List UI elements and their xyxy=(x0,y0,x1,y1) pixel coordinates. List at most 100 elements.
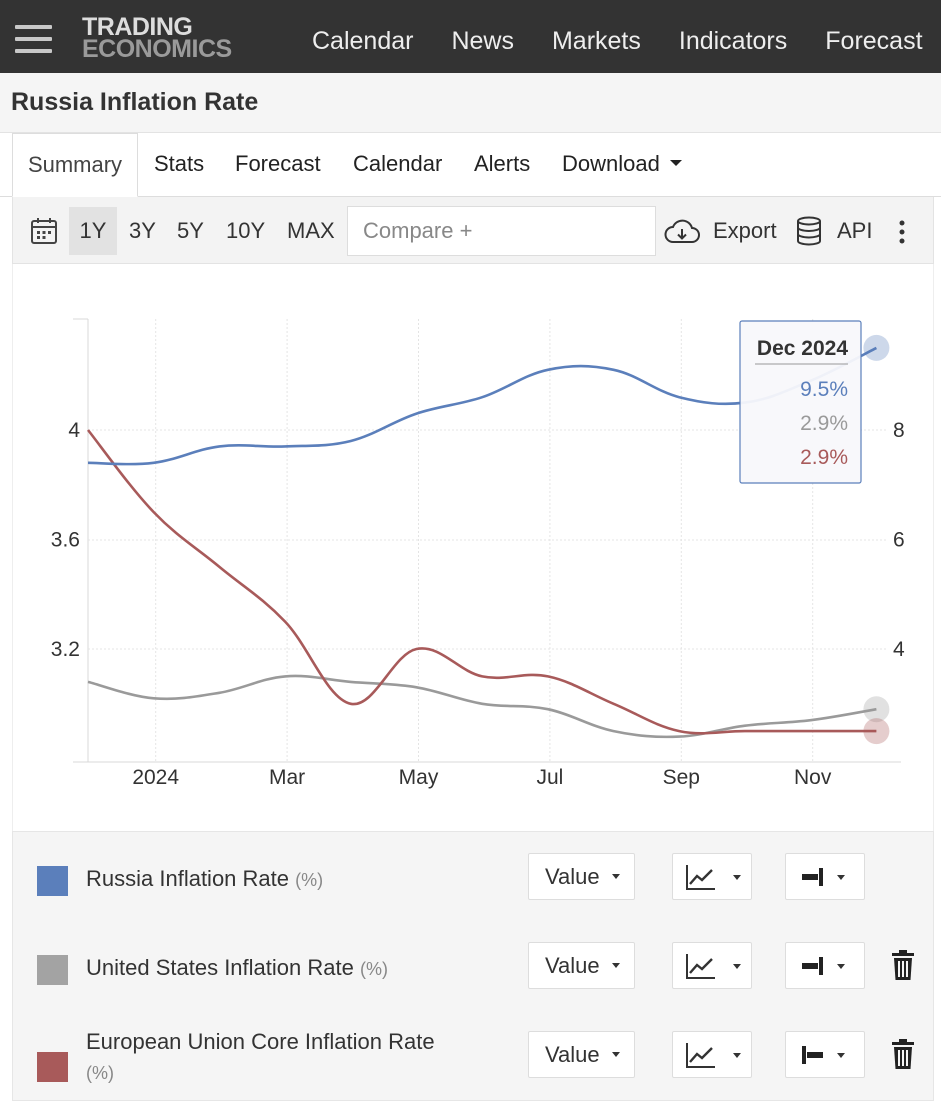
value-dropdown-label: Value xyxy=(545,864,600,889)
right-axis-icon xyxy=(802,868,823,886)
x-tick-label: Mar xyxy=(269,766,305,789)
series-marker-0 xyxy=(863,334,890,361)
api-button[interactable]: API xyxy=(837,218,873,243)
legend-series-name: Russia Inflation Rate (%) xyxy=(86,864,323,895)
legend-series-name: European Union Core Inflation Rate (%) xyxy=(86,1027,435,1088)
chevron-down-icon xyxy=(837,964,845,969)
value-dropdown[interactable]: Value xyxy=(528,853,635,900)
series-marker-1 xyxy=(863,696,890,723)
legend-name-text: European Union Core Inflation Rate xyxy=(86,1029,435,1054)
axis-dropdown[interactable] xyxy=(785,942,865,989)
axis-dropdown[interactable] xyxy=(785,853,865,900)
left-tick-label: 4 xyxy=(68,419,80,442)
chevron-down-icon xyxy=(733,1053,741,1058)
range-10y-button[interactable]: 10Y xyxy=(226,218,266,243)
nav-markets[interactable]: Markets xyxy=(551,27,641,55)
tab-bar: Summary Stats Forecast Calendar Alerts D… xyxy=(0,133,941,197)
tab-stats-label: Stats xyxy=(154,151,205,176)
chevron-down-icon xyxy=(837,875,845,880)
left-tick-label: 3.2 xyxy=(51,638,80,661)
chart-type-dropdown[interactable] xyxy=(672,1031,752,1078)
tooltip-value: 2.9% xyxy=(800,446,848,469)
legend-name-text: Russia Inflation Rate xyxy=(86,866,289,891)
x-tick-label: Sep xyxy=(663,766,700,789)
axis-dropdown[interactable] xyxy=(785,1031,865,1078)
value-dropdown[interactable]: Value xyxy=(528,942,635,989)
tab-forecast-label: Forecast xyxy=(235,151,321,176)
export-button[interactable]: Export xyxy=(713,218,777,243)
range-max-button[interactable]: MAX xyxy=(287,218,335,243)
main-nav: Calendar News Markets Indicators Forecast xyxy=(312,0,941,73)
value-dropdown[interactable]: Value xyxy=(528,1031,635,1078)
chevron-down-icon xyxy=(611,1051,620,1057)
compare-input[interactable]: Compare + xyxy=(347,206,656,256)
tooltip-value: 2.9% xyxy=(800,412,848,435)
chevron-down-icon xyxy=(837,1053,845,1058)
tab-summary-label: Summary xyxy=(27,152,123,177)
line-chart-icon xyxy=(686,865,715,890)
tab-calendar[interactable]: Calendar xyxy=(353,133,442,197)
nav-calendar[interactable]: Calendar xyxy=(312,27,414,55)
tab-download-label: Download xyxy=(562,151,660,176)
tab-download[interactable]: Download xyxy=(562,133,682,197)
legend-row: Russia Inflation Rate (%) Value xyxy=(13,832,935,912)
chart-axes: 2024 Mar May Jul Sep Nov 3.2 3.6 4 4 6 8 xyxy=(51,419,905,789)
chevron-down-icon xyxy=(733,964,741,969)
calendar-icon[interactable] xyxy=(29,216,59,246)
cloud-download-icon[interactable] xyxy=(663,217,701,247)
chart-area: 2024 Mar May Jul Sep Nov 3.2 3.6 4 4 6 8 Dec 2024 9.… xyxy=(12,264,934,831)
line-chart-icon xyxy=(686,954,715,979)
nav-forecast[interactable]: Forecast xyxy=(825,27,923,55)
series-marker-2 xyxy=(863,718,890,745)
range-1y-button[interactable]: 1Y xyxy=(69,207,117,255)
chevron-down-icon xyxy=(611,962,620,968)
trash-icon[interactable] xyxy=(891,949,915,986)
value-dropdown-label: Value xyxy=(545,953,600,978)
x-tick-label: May xyxy=(399,766,439,789)
inflation-chart[interactable]: 2024 Mar May Jul Sep Nov 3.2 3.6 4 4 6 8 Dec 2024 9.… xyxy=(13,264,933,831)
legend-color-swatch[interactable] xyxy=(37,955,68,985)
chevron-down-icon xyxy=(611,873,620,879)
trash-icon[interactable] xyxy=(891,1038,915,1075)
nav-indicators[interactable]: Indicators xyxy=(678,27,788,55)
legend-unit-text: (%) xyxy=(295,870,324,890)
right-tick-label: 4 xyxy=(893,638,905,661)
legend-color-swatch[interactable] xyxy=(37,1052,68,1082)
site-logo[interactable]: TRADING ECONOMICS xyxy=(82,15,232,62)
left-tick-label: 3.6 xyxy=(51,529,80,552)
chart-toolbar: 1Y 3Y 5Y 10Y MAX Compare + Export API xyxy=(12,197,934,264)
right-tick-label: 6 xyxy=(893,529,905,552)
nav-news[interactable]: News xyxy=(451,27,514,55)
tooltip-box xyxy=(739,320,862,484)
chart-type-dropdown[interactable] xyxy=(672,942,752,989)
x-tick-label: Jul xyxy=(536,766,563,789)
tab-calendar-label: Calendar xyxy=(353,151,443,176)
series-legend: Russia Inflation Rate (%) Value United Sta… xyxy=(12,831,934,1101)
series-line-1 xyxy=(87,674,877,739)
legend-series-name: United States Inflation Rate (%) xyxy=(86,953,388,984)
tab-forecast[interactable]: Forecast xyxy=(235,133,321,197)
chevron-down-icon xyxy=(733,875,741,880)
tab-alerts[interactable]: Alerts xyxy=(474,133,530,197)
x-tick-label: 2024 xyxy=(132,766,179,789)
title-bar: Russia Inflation Rate xyxy=(0,73,941,133)
more-options-icon[interactable] xyxy=(897,219,907,245)
tab-alerts-label: Alerts xyxy=(474,151,531,176)
chart-tooltip: Dec 2024 9.5% 2.9% 2.9% xyxy=(739,320,862,484)
chart-grid xyxy=(73,318,901,763)
range-3y-button[interactable]: 3Y xyxy=(129,218,156,243)
menu-icon[interactable] xyxy=(15,25,52,53)
tooltip-value: 9.5% xyxy=(800,378,848,401)
database-icon[interactable] xyxy=(795,216,823,246)
left-axis-icon xyxy=(802,1046,823,1064)
tooltip-date: Dec 2024 xyxy=(757,337,848,360)
range-5y-button[interactable]: 5Y xyxy=(177,218,204,243)
tab-summary[interactable]: Summary xyxy=(12,133,138,197)
tab-stats[interactable]: Stats xyxy=(154,133,204,197)
value-dropdown-label: Value xyxy=(545,1042,600,1067)
legend-unit-text: (%) xyxy=(86,1063,114,1083)
legend-color-swatch[interactable] xyxy=(37,866,68,896)
line-chart-icon xyxy=(686,1043,715,1068)
series-line-2 xyxy=(86,429,877,735)
chart-type-dropdown[interactable] xyxy=(672,853,752,900)
